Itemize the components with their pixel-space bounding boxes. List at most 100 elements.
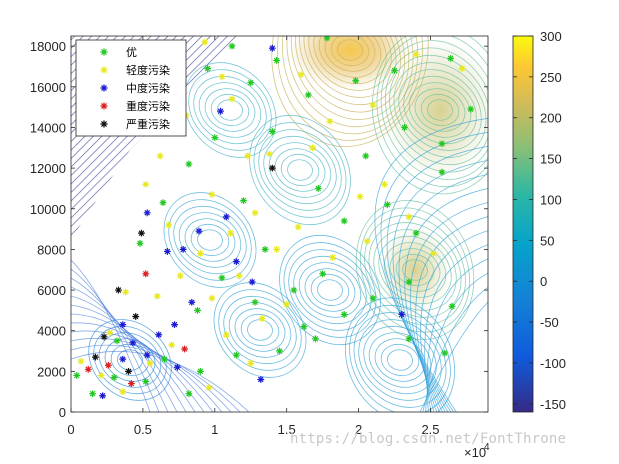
data-point <box>218 73 226 81</box>
data-point <box>176 272 184 280</box>
contour-lines <box>71 36 488 412</box>
contour-line <box>337 39 363 61</box>
contour-line <box>359 207 471 333</box>
data-point <box>143 209 151 217</box>
x-tick-label: 0 <box>67 422 74 437</box>
data-point <box>329 254 337 261</box>
legend-item[interactable]: 重度污染 <box>100 99 170 113</box>
legend-item[interactable]: 轻度污染 <box>100 63 170 77</box>
data-point <box>77 357 85 365</box>
contour-line <box>197 229 223 251</box>
legend-label: 轻度污染 <box>126 63 170 77</box>
contour-line <box>71 322 214 412</box>
data-point <box>127 380 135 387</box>
contour-line <box>349 304 451 412</box>
contour-line <box>374 117 488 412</box>
contour-line <box>358 319 442 401</box>
legend-box <box>75 39 187 137</box>
legend-label: 严重污染 <box>126 117 170 131</box>
data-point <box>174 363 181 371</box>
contour-line <box>344 297 456 412</box>
data-point <box>159 199 167 207</box>
x-exponent-power: 4 <box>484 442 490 453</box>
data-point <box>143 351 151 359</box>
data-point <box>181 345 188 353</box>
contour-line <box>420 93 460 127</box>
x-tick-label: 1.5 <box>278 422 296 437</box>
contour-line <box>198 82 262 138</box>
data-point <box>405 278 413 286</box>
colorbar-tick-label: 300 <box>540 29 562 44</box>
data-point <box>441 349 449 357</box>
x-tick-label: 2.5 <box>421 422 439 437</box>
series-2-points <box>99 44 406 400</box>
contour-line <box>378 235 452 305</box>
data-point <box>185 390 193 398</box>
data-point <box>89 390 96 398</box>
contour-line <box>276 36 424 141</box>
contour-line <box>204 88 256 132</box>
contour-line <box>318 36 382 78</box>
contour-line <box>71 350 250 412</box>
contour-line <box>71 259 151 412</box>
contour-line <box>183 62 277 158</box>
contour-line <box>223 295 297 365</box>
data-point <box>312 335 319 343</box>
legend-item[interactable]: 中度污染 <box>100 81 170 95</box>
data-point <box>438 140 446 148</box>
data-point <box>356 193 364 200</box>
data-point <box>136 239 144 247</box>
data-point <box>290 286 298 294</box>
data-point <box>119 321 127 329</box>
data-point <box>235 272 243 280</box>
data-point <box>304 91 312 99</box>
data-point <box>352 77 360 85</box>
data-point <box>268 128 276 135</box>
data-point <box>319 270 327 278</box>
data-point <box>142 180 150 188</box>
data-point <box>110 374 118 381</box>
contour-line <box>376 36 488 188</box>
contour-line <box>71 337 232 412</box>
contour-line <box>71 268 160 412</box>
data-point <box>122 288 130 296</box>
legend-marker <box>100 120 108 128</box>
contour-line <box>184 218 236 262</box>
data-point <box>92 353 99 361</box>
scatter-markers <box>73 36 475 400</box>
contour-line <box>387 349 413 371</box>
contour-line <box>253 122 347 218</box>
data-point <box>438 168 446 176</box>
colorbar-tick-label: 250 <box>540 70 562 85</box>
contour-line <box>389 54 488 166</box>
data-point <box>257 376 265 383</box>
data-point <box>100 333 108 341</box>
data-point <box>273 246 281 253</box>
data-point <box>84 365 92 373</box>
contour-line <box>392 160 488 412</box>
contour-line <box>299 36 401 106</box>
data-point <box>222 213 230 221</box>
data-point <box>297 71 305 79</box>
data-point <box>323 36 331 42</box>
data-point <box>165 221 173 229</box>
data-point <box>273 56 281 64</box>
colorbar-tick-label: 50 <box>540 233 554 248</box>
data-point <box>412 50 420 58</box>
data-point <box>104 361 112 369</box>
contour-line <box>240 313 280 347</box>
contour-line <box>88 319 172 401</box>
contour-line <box>249 114 351 226</box>
contour-line <box>280 153 320 187</box>
legend-item[interactable]: 优 <box>100 46 137 59</box>
legend-item[interactable]: 严重污染 <box>100 117 170 131</box>
contour-line <box>313 36 387 85</box>
data-point <box>155 331 163 339</box>
data-point <box>217 107 224 115</box>
data-point <box>142 378 150 385</box>
data-point <box>132 313 140 320</box>
data-point <box>138 229 145 237</box>
data-point <box>197 367 204 375</box>
contour-line <box>380 343 420 377</box>
